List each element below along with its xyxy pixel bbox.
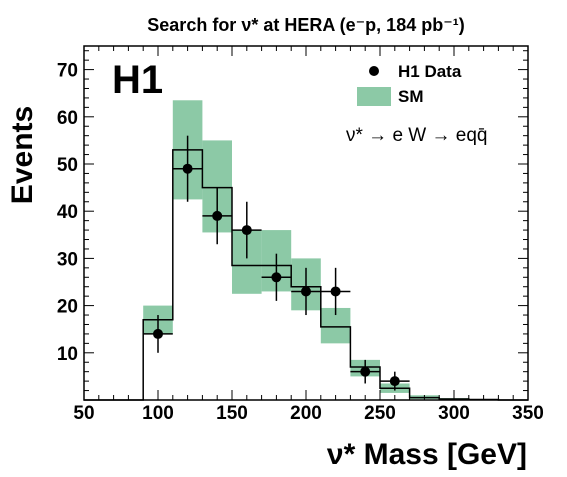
data-point: [143, 315, 173, 353]
x-tick-label: 100: [142, 403, 174, 424]
chart-title: Search for ν* at HERA (e⁻p, 184 pb⁻¹): [147, 15, 464, 35]
x-tick-label: 150: [216, 403, 248, 424]
y-axis-label: Events: [6, 106, 39, 204]
y-tick-labels: 10 20 30 40 50 60 70: [57, 61, 78, 365]
data-point-marker: [301, 286, 311, 297]
legend-band-label: SM: [398, 87, 424, 106]
data-points: [143, 135, 410, 391]
x-tick-label: 300: [438, 403, 470, 424]
data-point-marker: [271, 272, 282, 283]
data-point-marker: [153, 328, 163, 339]
x-tick-label: 200: [290, 403, 322, 424]
y-tick-label: 60: [57, 108, 78, 129]
data-point: [320, 267, 351, 316]
legend-data-label: H1 Data: [398, 62, 462, 81]
experiment-label: H1: [112, 58, 163, 102]
y-tick-label: 20: [57, 297, 78, 318]
x-axis-label: ν* Mass [GeV]: [327, 438, 527, 471]
data-point-marker: [212, 210, 223, 221]
x-tick-label: 50: [73, 403, 94, 424]
x-tick-labels: 50 100 150 200 250 300 350: [73, 403, 543, 424]
process-label: ν* → e W → eqq̄: [346, 125, 488, 146]
legend-data-marker: [369, 66, 379, 76]
data-point: [202, 187, 232, 245]
x-tick-label: 350: [512, 403, 544, 424]
data-point: [380, 371, 410, 391]
data-point-marker: [389, 376, 400, 387]
data-point: [291, 267, 321, 316]
axis-ticks: [83, 46, 529, 401]
y-tick-label: 10: [57, 344, 78, 365]
plot-area: [83, 45, 529, 401]
x-tick-label: 250: [364, 403, 396, 424]
legend: H1 Data SM ν* → e W → eqq̄: [346, 62, 488, 146]
data-point: [350, 359, 380, 384]
data-point-marker: [360, 366, 371, 377]
data-point: [172, 135, 203, 202]
y-tick-label: 40: [57, 202, 78, 223]
data-point: [261, 253, 292, 301]
legend-band-marker: [357, 87, 391, 106]
y-tick-label: 50: [57, 155, 78, 176]
y-tick-label: 30: [57, 249, 78, 270]
data-point-marker: [241, 225, 252, 236]
data-point-marker: [182, 163, 193, 174]
data-point: [232, 201, 262, 259]
data-point-marker: [330, 286, 341, 297]
y-tick-label: 70: [57, 61, 78, 82]
